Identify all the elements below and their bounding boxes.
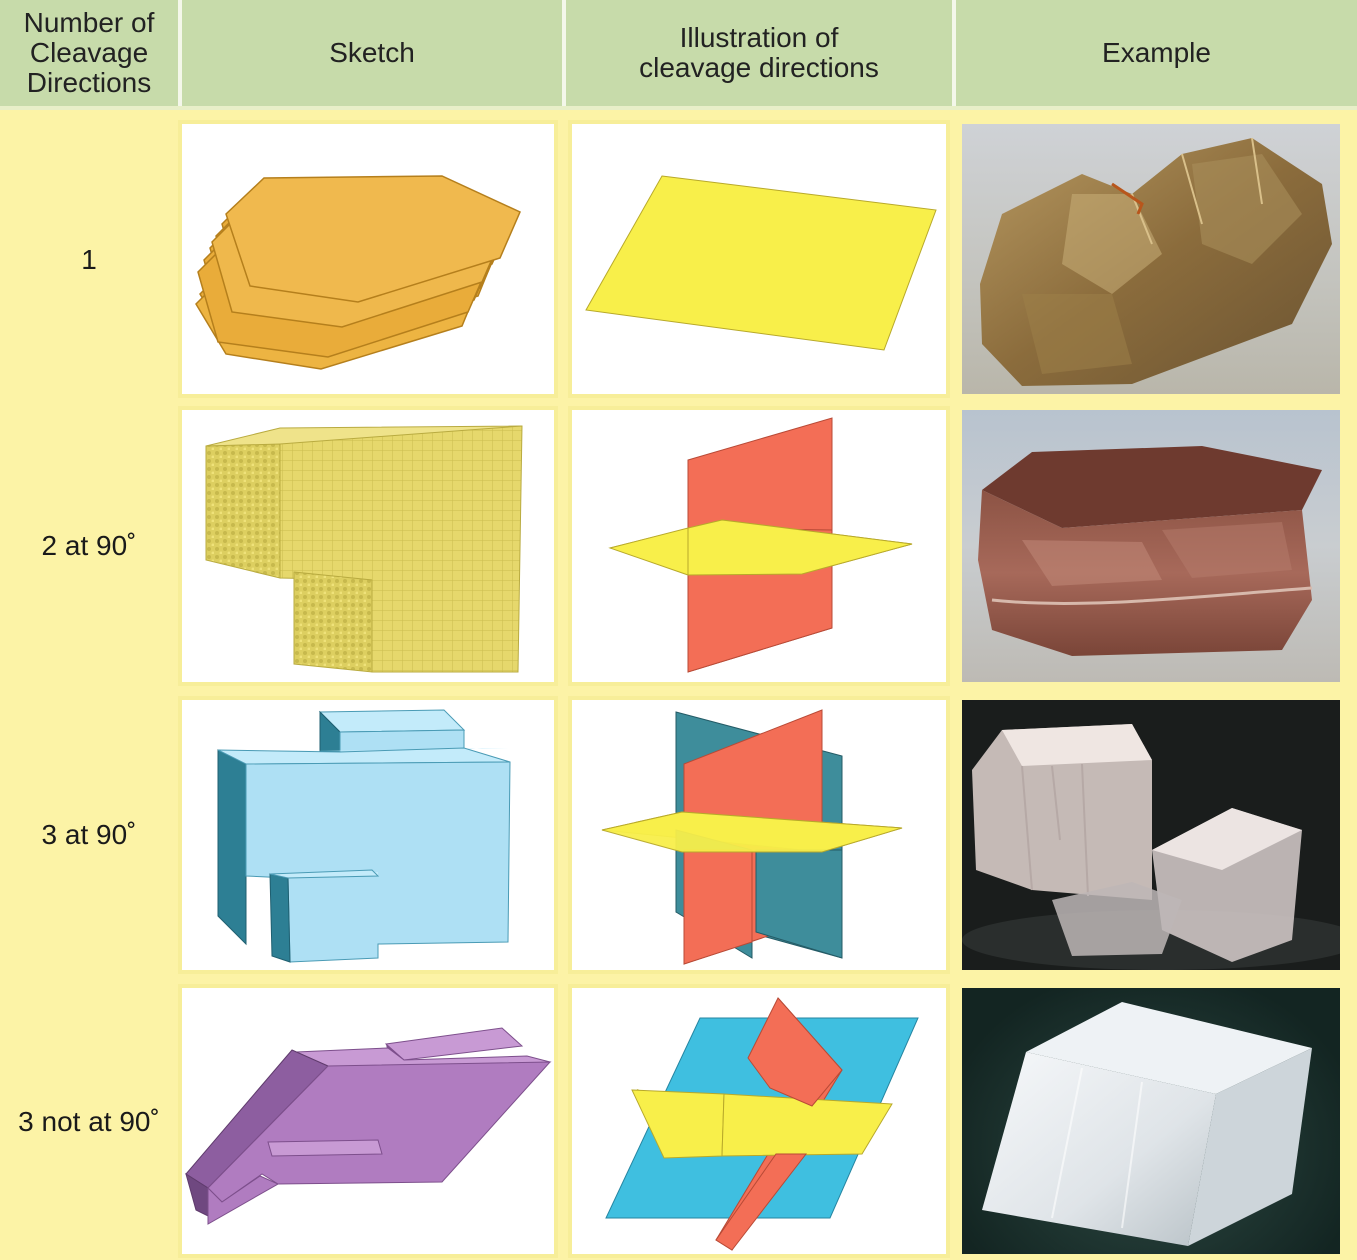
example-photo-calcite: [962, 988, 1340, 1254]
row-label-2-at-90: 2 at 90˚: [41, 530, 137, 561]
three-planes-90-icon: [601, 709, 903, 965]
pink-feldspar-icon: [978, 446, 1322, 656]
header-divider: [952, 0, 956, 106]
header-divider: [178, 0, 182, 106]
header-number-label: Number of Cleavage Directions: [23, 7, 155, 98]
single-plane-icon: [585, 175, 937, 351]
sketch-two-directions: [182, 410, 554, 682]
header-divider: [562, 0, 566, 106]
two-planes-icon: [608, 417, 913, 673]
yellow-block-icon: [205, 425, 523, 673]
header-sketch-label: Sketch: [329, 37, 415, 68]
mica-mineral-icon: [980, 137, 1332, 386]
halite-crystal-icon: [962, 724, 1340, 970]
example-photo-halite: [962, 700, 1340, 970]
sketch-one-direction: [182, 124, 554, 394]
purple-rhombohedron-icon: [185, 1027, 552, 1225]
illustration-two-planes: [572, 410, 946, 682]
illustration-one-plane: [572, 124, 946, 394]
header-sketch: Sketch: [182, 0, 562, 106]
calcite-crystal-icon: [982, 1002, 1312, 1246]
example-photo-mica: [962, 124, 1340, 394]
header-illustration-label: Illustration of cleavage directions: [639, 22, 879, 83]
header-number-of-cleavage-directions: Number of Cleavage Directions: [0, 0, 178, 106]
header-example-label: Example: [1102, 37, 1211, 68]
header-illustration: Illustration of cleavage directions: [566, 0, 952, 106]
blue-block-icon: [217, 709, 511, 963]
header-example: Example: [956, 0, 1357, 106]
stacked-sheets-icon: [195, 175, 521, 370]
row-label-3-not-at-90: 3 not at 90˚: [18, 1106, 160, 1137]
illustration-three-planes-not-90: [572, 988, 946, 1254]
sketch-three-directions-not-90: [182, 988, 554, 1254]
three-planes-oblique-icon: [605, 997, 919, 1251]
sketch-three-directions-90: [182, 700, 554, 970]
example-photo-feldspar: [962, 410, 1340, 682]
row-label-3-at-90: 3 at 90˚: [41, 819, 137, 850]
row-label-1: 1: [81, 244, 97, 275]
illustration-three-planes-90: [572, 700, 946, 970]
header-bottom-border: [0, 106, 1357, 110]
